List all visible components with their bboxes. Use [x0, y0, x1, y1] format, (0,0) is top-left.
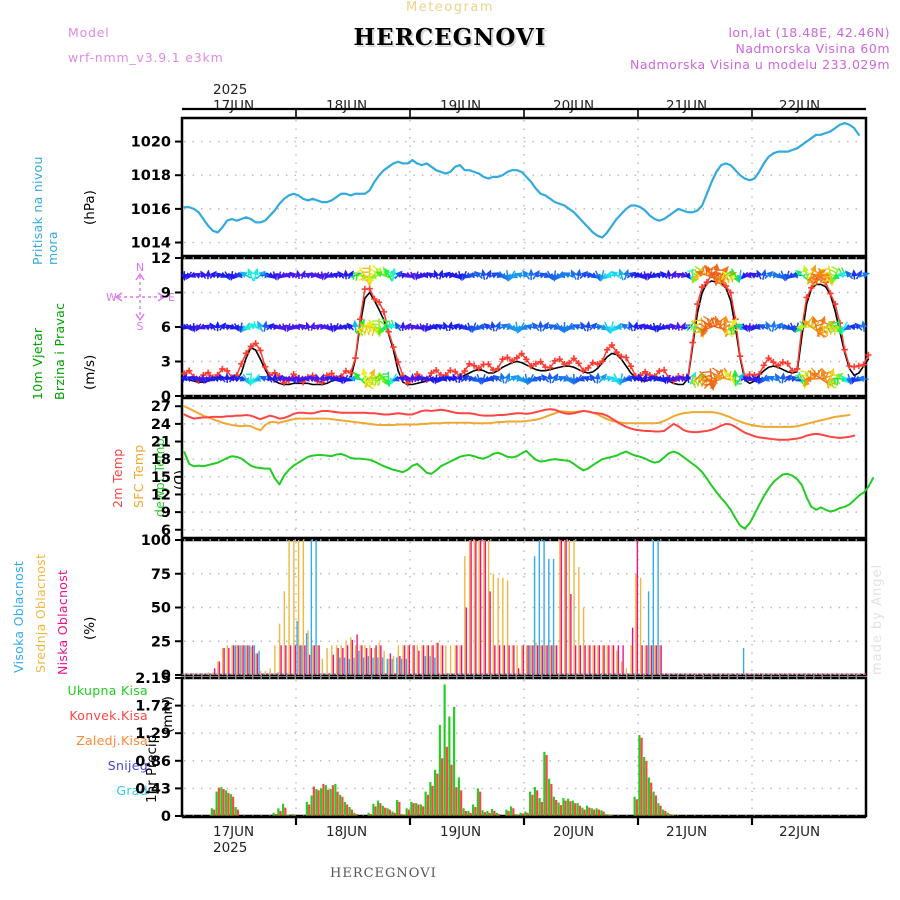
- bottom-axis-date-4: 21JUN: [666, 824, 708, 840]
- bottom-axis-date-2: 19JUN: [440, 824, 482, 840]
- footer-station-name: HERCEGNOVI: [330, 866, 437, 881]
- bottom-axis-date-1: 18JUN: [326, 824, 368, 840]
- bottom-axis-date-5: 22JUN: [779, 824, 821, 840]
- legend-precip-hail: Grad: [116, 783, 148, 798]
- svg-text:1.72: 1.72: [135, 699, 171, 715]
- svg-text:100: 100: [141, 533, 171, 549]
- model-elevation-label: Nadmorska Visina u modelu 233.029m: [630, 57, 890, 72]
- svg-text:9: 9: [161, 505, 171, 521]
- bottom-axis-date-0: 17JUN: [213, 824, 255, 840]
- svg-text:12: 12: [151, 251, 171, 267]
- bottom-axis-year: 2025: [213, 840, 248, 856]
- svg-text:1020: 1020: [131, 135, 171, 151]
- svg-text:3: 3: [161, 355, 171, 371]
- svg-text:9: 9: [161, 286, 171, 302]
- svg-text:N: N: [136, 262, 144, 274]
- legend-precip-snow: Snijeg: [107, 758, 148, 773]
- svg-text:24: 24: [151, 417, 171, 433]
- svg-text:18: 18: [151, 452, 171, 468]
- legend-precip-convective: Konvek.Kisa: [69, 708, 148, 723]
- svg-text:0: 0: [161, 389, 171, 405]
- svg-text:6: 6: [161, 320, 171, 336]
- legend-precip-total: Ukupna Kisa: [67, 683, 148, 698]
- svg-text:1018: 1018: [131, 168, 171, 184]
- svg-text:E: E: [168, 291, 175, 304]
- svg-text:50: 50: [151, 601, 171, 617]
- svg-text:27: 27: [151, 399, 171, 415]
- top-axis-year: 2025: [213, 82, 248, 98]
- meteogram-label: Meteogram: [406, 0, 494, 15]
- svg-text:21: 21: [151, 435, 171, 451]
- svg-text:12: 12: [151, 487, 171, 503]
- svg-text:15: 15: [151, 470, 171, 486]
- elevation-label: Nadmorska Visina 60m: [735, 41, 890, 56]
- legend-precip-freezing: Zaledj.Kisa: [76, 733, 148, 748]
- svg-text:0.86: 0.86: [135, 754, 171, 770]
- lonlat-label: lon,lat (18.48E, 42.46N): [728, 25, 890, 40]
- svg-text:S: S: [137, 320, 144, 332]
- model-name: wrf-nmm_v3.9.1 e3km: [68, 50, 224, 65]
- svg-text:1016: 1016: [131, 202, 171, 218]
- model-label: Model: [68, 25, 110, 40]
- svg-text:2.15: 2.15: [135, 671, 171, 687]
- svg-text:W: W: [106, 291, 117, 304]
- svg-text:1.29: 1.29: [135, 726, 171, 742]
- svg-text:25: 25: [151, 634, 171, 650]
- svg-text:6: 6: [161, 523, 171, 539]
- wind-compass-rose: N S W E: [100, 262, 180, 332]
- bottom-axis-date-3: 20JUN: [553, 824, 595, 840]
- svg-text:0: 0: [161, 809, 171, 825]
- svg-text:1014: 1014: [131, 236, 171, 252]
- svg-text:75: 75: [151, 567, 171, 583]
- page-title: HERCEGNOVI: [353, 24, 547, 51]
- svg-text:0.43: 0.43: [135, 781, 171, 797]
- svg-text:0: 0: [161, 668, 171, 684]
